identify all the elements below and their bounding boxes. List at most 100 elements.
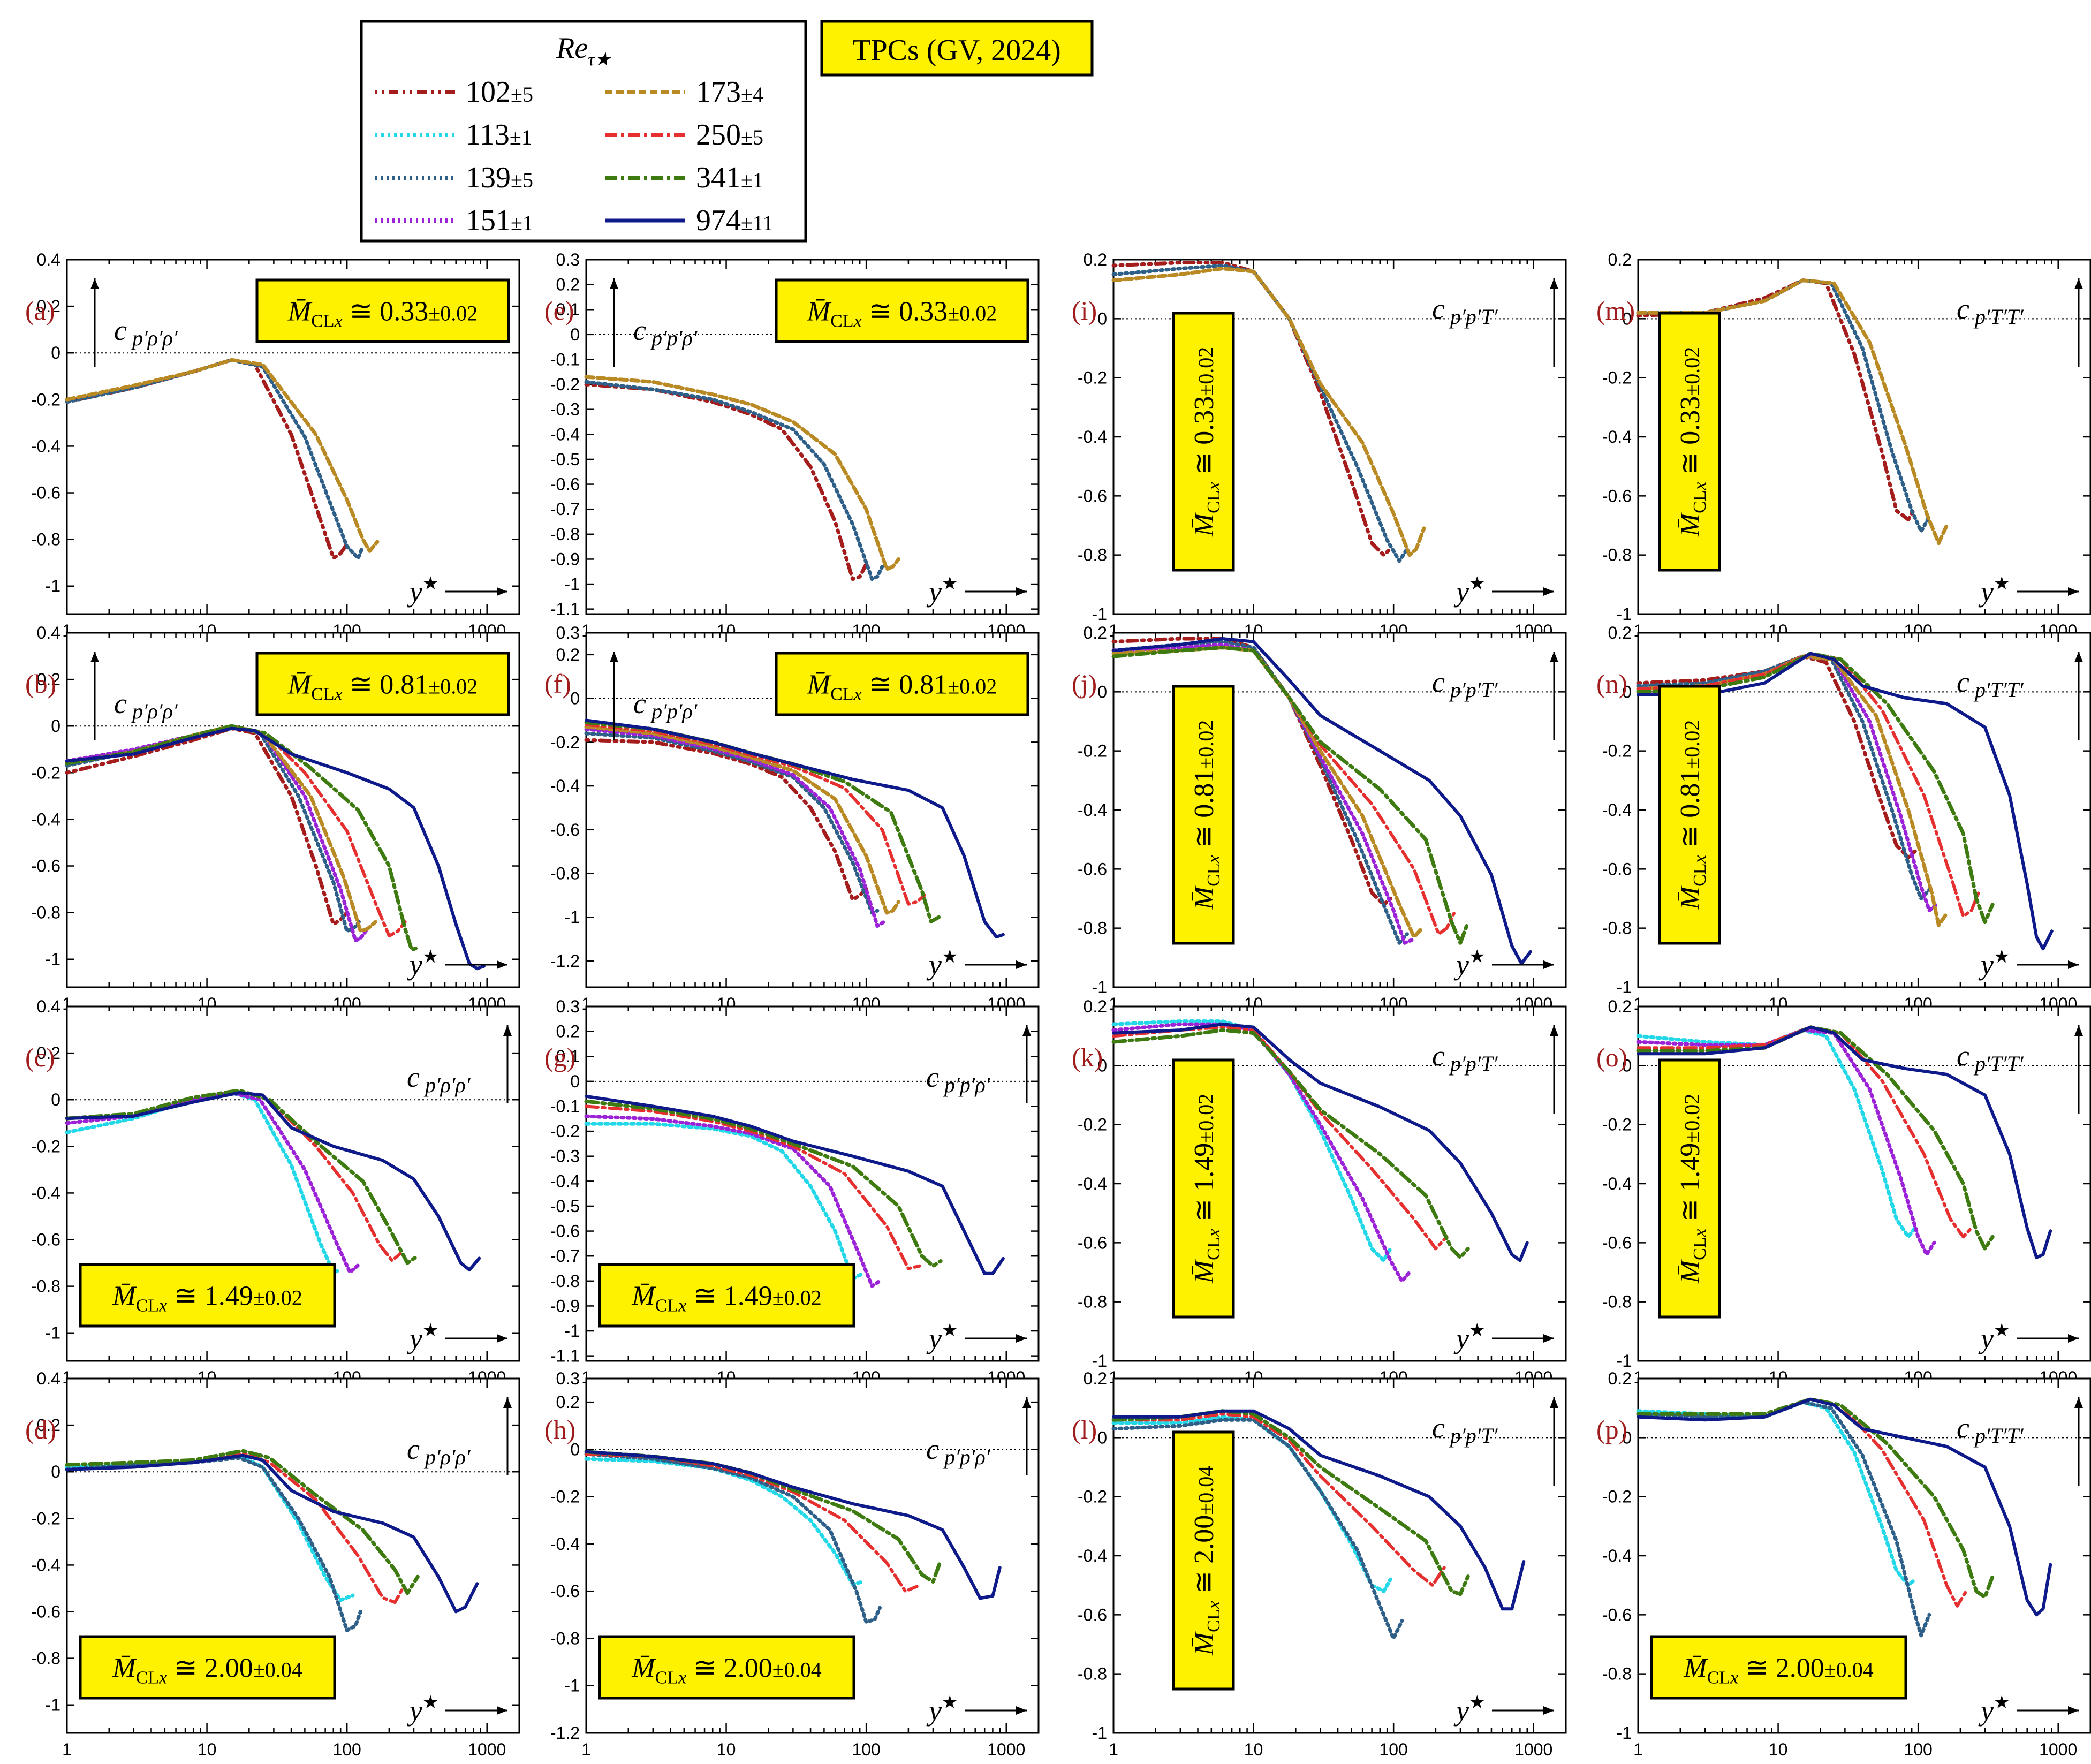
- x-axis-label: y★: [1453, 1693, 1485, 1727]
- x-axis-label: y★: [407, 574, 438, 608]
- mach-box-text: M̄CLx ≅ 1.49±0.02: [1675, 1094, 1710, 1284]
- x-axis-arrowhead: [2068, 960, 2079, 969]
- legend-label-102: 102±5: [466, 75, 533, 109]
- x-axis-arrowhead: [1016, 1334, 1027, 1343]
- y-quantity-label: c p′T′T′: [1957, 293, 2024, 329]
- y-tick-label: -1.2: [550, 951, 580, 971]
- panel-l: 0.2 0 -0.2 -0.4 -0.6 -0.8 -11 10 100 1000 (l) y★ c p…: [1072, 1369, 1567, 1759]
- panel-label: (d): [25, 1414, 56, 1444]
- y-tick-label: 0: [1097, 1056, 1107, 1075]
- y-tick-label: -0.6: [31, 857, 60, 876]
- y-tick-label: -0.4: [1602, 427, 1632, 446]
- y-tick-label: -0.2: [1602, 741, 1632, 761]
- series-line-974: [65, 726, 486, 971]
- y-tick-label: -0.4: [1078, 800, 1107, 820]
- y-tick-label: 0.2: [37, 1415, 60, 1435]
- legend-label-139: 139±5: [466, 161, 533, 194]
- series-line-102: [65, 726, 349, 926]
- panel-p: 0.2 0 -0.2 -0.4 -0.6 -0.8 -11 10 100 1000 (p) y★ c p…: [1596, 1369, 2091, 1759]
- y-tick-label: 0: [1622, 1428, 1632, 1447]
- x-axis-label: y★: [926, 574, 958, 608]
- y-tick-label: -0.6: [1078, 859, 1107, 879]
- y-axis-arrowhead: [2074, 278, 2083, 289]
- panel-label: (h): [544, 1414, 575, 1444]
- y-axis-arrowhead: [90, 278, 99, 289]
- y-tick-label: 0: [1097, 1428, 1107, 1447]
- y-tick-label: -0.8: [1602, 1664, 1632, 1684]
- x-axis-label: y★: [407, 1693, 438, 1727]
- y-tick-label: 0: [570, 1440, 580, 1459]
- x-axis-label: y★: [1978, 574, 2010, 608]
- y-tick-label: -0.8: [1078, 1664, 1107, 1684]
- x-tick-label: 1: [1109, 1740, 1118, 1759]
- x-tick-label: 10: [1769, 1740, 1788, 1759]
- y-tick-label: -1: [46, 577, 60, 596]
- series-line-139: [584, 1452, 882, 1624]
- series-line-139: [1111, 1418, 1404, 1640]
- y-tick-label: 0: [1097, 682, 1107, 701]
- legend-label-341: 341±1: [696, 161, 763, 194]
- series-line-173: [584, 725, 900, 915]
- y-axis-arrowhead: [2074, 652, 2083, 662]
- panel-j: 0.20-0.2-0.4-0.6-0.8-11 10 100 1000(j)y★c p…: [1072, 623, 1567, 1013]
- x-axis-arrowhead: [497, 1706, 507, 1715]
- mach-box: M̄CLx ≅ 1.49±0.02: [598, 1263, 855, 1328]
- y-tick-label: -0.2: [1078, 741, 1107, 761]
- y-tick-label: -1: [46, 1323, 60, 1343]
- y-tick-label: -0.8: [1078, 546, 1107, 565]
- y-tick-label: -1: [1092, 1351, 1107, 1371]
- panel-label: (g): [544, 1042, 575, 1072]
- x-axis-arrowhead: [497, 960, 507, 969]
- y-tick-label: -1: [565, 1321, 580, 1341]
- y-tick-label: -1: [46, 1695, 60, 1715]
- y-tick-label: -0.8: [550, 1271, 580, 1291]
- x-axis-arrowhead: [1543, 1334, 1554, 1343]
- y-tick-label: -0.8: [550, 864, 580, 883]
- y-tick-label: -0.6: [550, 475, 580, 494]
- y-tick-label: -1: [1092, 1723, 1107, 1743]
- series-line-250: [585, 723, 926, 906]
- x-axis-label: y★: [1978, 1693, 2010, 1727]
- x-axis-arrowhead: [497, 587, 507, 596]
- series-line-102: [584, 738, 868, 902]
- y-tick-label: -0.2: [31, 763, 60, 782]
- mach-box: M̄CLx ≅ 1.49±0.02: [1172, 1058, 1235, 1319]
- series-line-151: [1111, 1022, 1412, 1283]
- panel-label: (f): [544, 669, 571, 699]
- y-tick-label: -0.4: [550, 1171, 580, 1191]
- y-tick-label: -0.6: [1602, 859, 1632, 879]
- x-axis-label: y★: [1453, 1321, 1485, 1354]
- y-tick-label: -1: [565, 1676, 580, 1695]
- panel-label: (p): [1596, 1414, 1627, 1444]
- y-tick-label: -0.8: [1602, 1292, 1632, 1312]
- legend-label-151: 151±1: [466, 204, 533, 237]
- y-tick-label: 0: [51, 343, 60, 362]
- y-tick-label: -0.6: [31, 1230, 60, 1250]
- y-tick-label: -0.2: [1078, 368, 1107, 388]
- x-axis-arrowhead: [1543, 1706, 1554, 1715]
- y-tick-label: -1: [1092, 978, 1107, 997]
- mach-box-text: M̄CLx ≅ 1.49±0.02: [112, 1281, 302, 1316]
- y-tick-label: 0.2: [37, 1043, 60, 1063]
- panel-label: (a): [25, 296, 55, 325]
- y-tick-label: 0.3: [556, 250, 580, 269]
- y-quantity-label: c p′p′ρ′: [633, 314, 698, 350]
- panel-d: 0.4 0.2 0 -0.2 -0.4 -0.6 -0.8 -1 1 10 100 1000 (d) y★…: [25, 1369, 520, 1759]
- y-axis-arrowhead: [1550, 1397, 1558, 1408]
- y-tick-label: -0.2: [1078, 1115, 1107, 1134]
- y-tick-label: 0.4: [37, 997, 60, 1016]
- legend-label-974: 974±11: [696, 204, 773, 237]
- mach-box: M̄CLx ≅ 1.49±0.02: [79, 1263, 336, 1328]
- x-tick-label: 1000: [2039, 1740, 2077, 1759]
- legend-label-250: 250±5: [696, 118, 763, 152]
- panel-label: (o): [1596, 1042, 1627, 1072]
- series-line-173: [1111, 267, 1426, 557]
- y-axis-arrowhead: [1022, 1397, 1031, 1408]
- y-tick-label: -0.8: [31, 1277, 60, 1296]
- y-tick-label: -0.4: [31, 1183, 60, 1202]
- mach-box: M̄CLx ≅ 2.00±0.04: [1172, 1430, 1235, 1691]
- panel-label: (n): [1596, 669, 1627, 699]
- series-line-974: [1637, 652, 2054, 951]
- y-axis-arrowhead: [2074, 1025, 2083, 1036]
